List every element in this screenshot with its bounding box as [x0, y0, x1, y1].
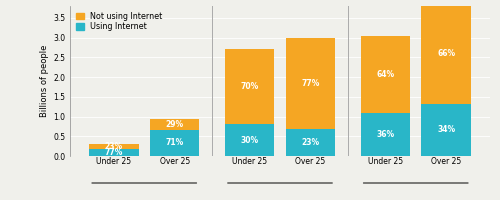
Bar [286, 38, 335, 129]
Text: 64%: 64% [376, 70, 394, 79]
Text: 23%: 23% [302, 138, 320, 147]
Text: 36%: 36% [376, 130, 394, 139]
Bar [150, 130, 200, 156]
Y-axis label: Billions of people: Billions of people [40, 45, 49, 117]
Bar [225, 49, 274, 124]
Text: 66%: 66% [437, 49, 455, 58]
Legend: Not using Internet, Using Internet: Not using Internet, Using Internet [74, 10, 164, 33]
Text: 77%: 77% [104, 148, 123, 157]
Bar [225, 124, 274, 156]
Bar [422, 3, 471, 104]
Bar [286, 129, 335, 156]
Bar [150, 119, 200, 130]
Text: 23%: 23% [105, 142, 123, 151]
Text: 70%: 70% [240, 82, 258, 91]
Bar [422, 104, 471, 156]
Bar [89, 149, 138, 156]
Bar [89, 144, 138, 149]
Text: 77%: 77% [301, 79, 320, 88]
Text: 71%: 71% [166, 138, 184, 147]
Text: 34%: 34% [437, 125, 455, 134]
Bar [360, 36, 410, 113]
Text: 29%: 29% [166, 120, 184, 129]
Bar [360, 113, 410, 156]
Text: 30%: 30% [240, 136, 258, 145]
